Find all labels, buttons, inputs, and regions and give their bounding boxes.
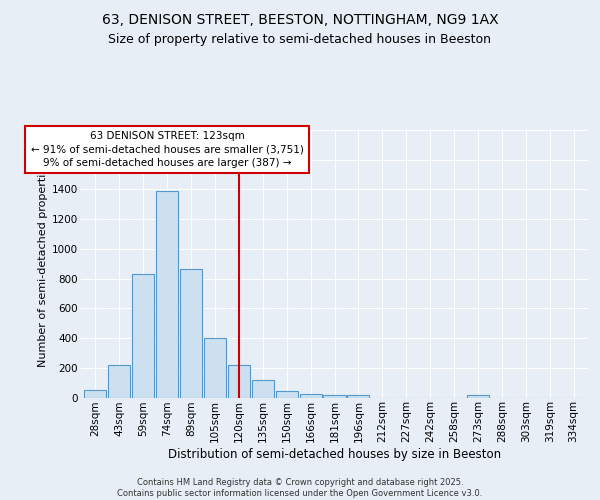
Bar [299, 394, 322, 398]
X-axis label: Distribution of semi-detached houses by size in Beeston: Distribution of semi-detached houses by … [168, 448, 501, 461]
Text: 63, DENISON STREET, BEESTON, NOTTINGHAM, NG9 1AX: 63, DENISON STREET, BEESTON, NOTTINGHAM,… [101, 12, 499, 26]
Bar [108, 365, 130, 398]
Bar [132, 274, 154, 398]
Bar [156, 191, 178, 398]
Bar [275, 391, 298, 398]
Text: 63 DENISON STREET: 123sqm
← 91% of semi-detached houses are smaller (3,751)
9% o: 63 DENISON STREET: 123sqm ← 91% of semi-… [31, 132, 304, 168]
Text: Size of property relative to semi-detached houses in Beeston: Size of property relative to semi-detach… [109, 32, 491, 46]
Bar [347, 396, 370, 398]
Bar [323, 394, 346, 398]
Bar [180, 269, 202, 398]
Bar [228, 365, 250, 398]
Bar [204, 338, 226, 398]
Y-axis label: Number of semi-detached properties: Number of semi-detached properties [38, 161, 48, 367]
Text: Contains HM Land Registry data © Crown copyright and database right 2025.
Contai: Contains HM Land Registry data © Crown c… [118, 478, 482, 498]
Bar [467, 394, 489, 398]
Bar [252, 380, 274, 398]
Bar [85, 390, 106, 398]
